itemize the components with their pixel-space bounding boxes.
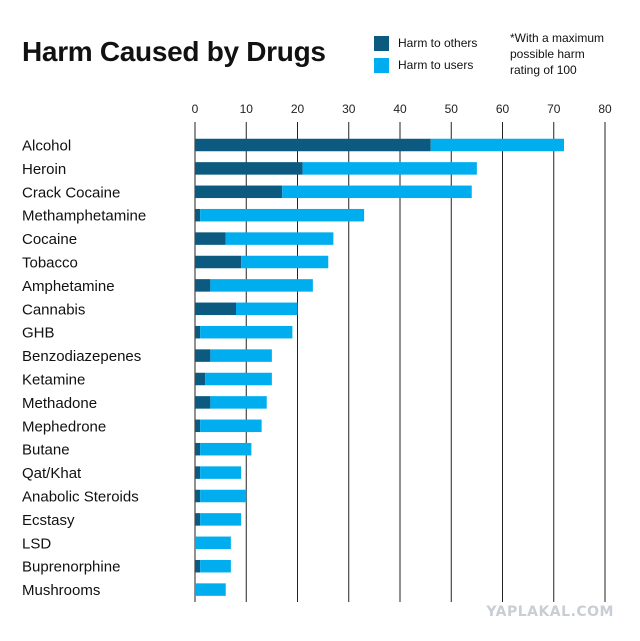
bar-others-ghb <box>195 325 201 339</box>
category-label-qat-khat: Qat/Khat <box>22 465 82 482</box>
bar-users-butane <box>200 442 252 456</box>
bar-users-ketamine <box>205 372 272 386</box>
bar-users-mushrooms <box>195 583 226 596</box>
bar-others-ecstasy <box>195 513 201 526</box>
bar-others-heroin <box>195 162 303 175</box>
x-tick-label-40: 40 <box>393 102 407 116</box>
bar-users-benzodiazepenes <box>210 349 272 362</box>
bar-users-anabolic-steroids <box>200 489 247 503</box>
x-tick-label-20: 20 <box>291 102 305 116</box>
x-tick-label-60: 60 <box>496 102 510 116</box>
category-label-anabolic-steroids: Anabolic Steroids <box>22 489 139 506</box>
category-label-benzodiazepenes: Benzodiazepenes <box>22 348 141 365</box>
category-label-amphetamine: Amphetamine <box>22 278 115 295</box>
bar-others-qat-khat <box>195 466 201 479</box>
category-label-butane: Butane <box>22 442 70 459</box>
bar-others-cocaine <box>195 232 226 245</box>
category-label-cannabis: Cannabis <box>22 301 85 318</box>
legend-swatch-others <box>374 35 389 51</box>
bar-users-methadone <box>210 396 267 409</box>
bar-users-crack-cocaine <box>282 185 472 199</box>
legend-item-others: Harm to others <box>374 34 477 52</box>
legend-item-users: Harm to users <box>374 56 477 74</box>
bar-users-mephedrone <box>200 419 262 433</box>
x-tick-label-10: 10 <box>240 102 254 116</box>
category-label-cocaine: Cocaine <box>22 231 77 248</box>
x-tick-label-30: 30 <box>342 102 356 116</box>
bar-others-crack-cocaine <box>195 185 283 199</box>
bar-others-methamphetamine <box>195 208 201 222</box>
bar-others-cannabis <box>195 302 236 316</box>
bar-others-butane <box>195 442 201 456</box>
category-label-lsd: LSD <box>22 535 51 552</box>
bar-users-alcohol <box>430 138 564 152</box>
chart-note: *With a maximum possible harm rating of … <box>510 31 605 77</box>
bar-users-methamphetamine <box>200 208 365 222</box>
x-tick-label-50: 50 <box>445 102 459 116</box>
watermark: YAPLAKAL.COM <box>486 604 614 620</box>
bar-users-heroin <box>302 162 477 175</box>
bar-users-amphetamine <box>210 279 313 292</box>
bar-others-anabolic-steroids <box>195 489 201 503</box>
bar-users-ghb <box>200 325 293 339</box>
bar-others-buprenorphine <box>195 559 201 573</box>
category-label-tobacco: Tobacco <box>22 255 78 272</box>
bar-users-lsd <box>195 536 231 550</box>
bar-users-tobacco <box>241 255 329 269</box>
bar-others-alcohol <box>195 138 431 152</box>
x-tick-label-80: 80 <box>598 102 612 116</box>
category-label-ketamine: Ketamine <box>22 372 85 389</box>
x-tick-label-70: 70 <box>547 102 561 116</box>
category-label-heroin: Heroin <box>22 161 66 178</box>
x-tick-label-0: 0 <box>192 102 199 116</box>
bar-others-tobacco <box>195 255 242 269</box>
category-label-mephedrone: Mephedrone <box>22 418 106 435</box>
chart-title: Harm Caused by Drugs <box>22 36 326 67</box>
category-label-buprenorphine: Buprenorphine <box>22 559 120 576</box>
category-label-ghb: GHB <box>22 325 55 342</box>
bar-users-cannabis <box>236 302 298 316</box>
bar-users-qat-khat <box>200 466 242 479</box>
category-label-methamphetamine: Methamphetamine <box>22 208 146 225</box>
legend-label-users: Harm to users <box>398 58 474 72</box>
legend-swatch-users <box>374 57 389 73</box>
category-label-ecstasy: Ecstasy <box>22 512 75 529</box>
bar-users-cocaine <box>225 232 334 245</box>
bar-others-amphetamine <box>195 279 211 292</box>
legend: Harm to others Harm to users <box>374 34 477 78</box>
category-label-mushrooms: Mushrooms <box>22 582 100 599</box>
bar-users-ecstasy <box>200 513 242 526</box>
category-label-crack-cocaine: Crack Cocaine <box>22 184 120 201</box>
bar-others-methadone <box>195 396 211 409</box>
category-label-methadone: Methadone <box>22 395 97 412</box>
bar-others-ketamine <box>195 372 206 386</box>
bar-others-mephedrone <box>195 419 201 433</box>
legend-label-others: Harm to others <box>398 36 478 50</box>
bar-others-benzodiazepenes <box>195 349 211 362</box>
category-label-alcohol: Alcohol <box>22 138 71 155</box>
bar-users-buprenorphine <box>200 559 231 573</box>
